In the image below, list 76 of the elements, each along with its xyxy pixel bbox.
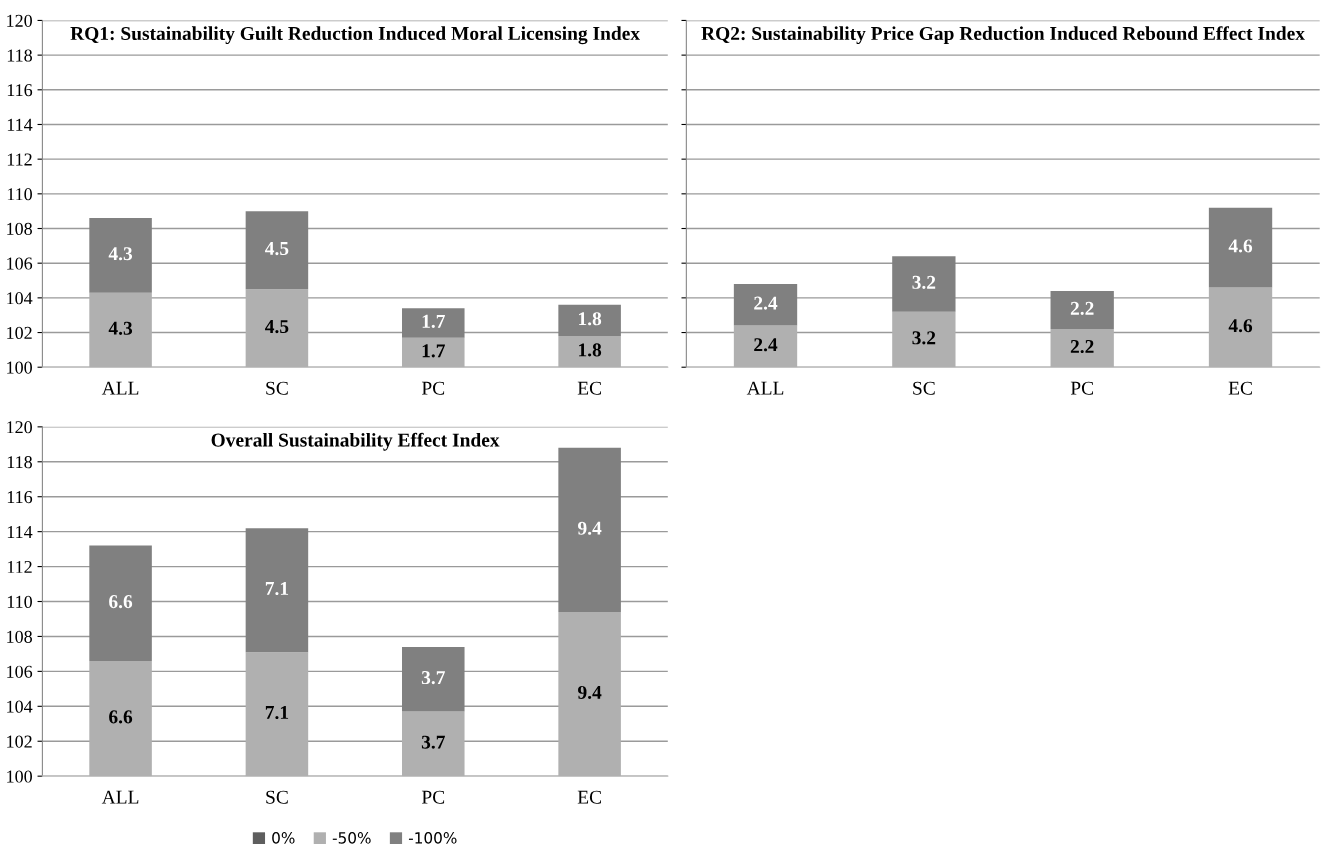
data-label: 6.6	[109, 595, 133, 609]
data-label: 4.5	[265, 242, 289, 256]
x-tick-label: EC	[577, 790, 601, 804]
y-tick-label: 100	[7, 770, 32, 783]
data-label: 4.6	[1228, 319, 1253, 333]
data-label: 2.4	[754, 338, 778, 352]
x-tick-label: ALL	[101, 381, 139, 395]
y-tick-label: 108	[7, 630, 32, 643]
bar	[402, 308, 465, 338]
data-label: 9.4	[578, 521, 602, 535]
y-tick-label: 110	[7, 188, 32, 201]
y-tick-label: 112	[7, 153, 32, 166]
x-tick-label: SC	[266, 381, 288, 395]
data-label: 2.2	[1070, 339, 1094, 354]
chart-title: RQ1: Sustainability Guilt Reduction Induced Moral Licensing Index	[70, 26, 640, 45]
bar	[733, 283, 798, 326]
data-label: 3.2	[912, 331, 936, 345]
data-label: 4.6	[1228, 239, 1253, 253]
y-tick-label: 118	[7, 456, 32, 469]
data-label: 2.2	[1070, 301, 1094, 315]
chart-title: Overall Sustainability Effect Index	[211, 432, 500, 451]
y-tick-label: 102	[7, 326, 32, 339]
y-tick-label: 112	[7, 560, 32, 573]
data-label: 7.1	[265, 706, 289, 720]
y-tick-label: 120	[7, 14, 32, 27]
data-label: 1.7	[422, 314, 445, 328]
data-label: 1.8	[579, 343, 602, 357]
data-label: 3.2	[912, 275, 936, 289]
data-label: 7.1	[265, 582, 289, 596]
y-tick-label: 118	[7, 49, 32, 62]
bar	[558, 447, 621, 612]
bar	[892, 256, 956, 312]
x-tick-label: EC	[1228, 381, 1252, 395]
x-tick-label: ALL	[101, 790, 139, 804]
data-label: 4.3	[108, 247, 133, 261]
bar	[245, 528, 309, 653]
x-tick-label: SC	[913, 381, 935, 395]
y-tick-label: 104	[7, 292, 33, 305]
bar	[1050, 290, 1114, 330]
x-tick-label: EC	[577, 381, 601, 395]
data-label: 4.5	[265, 320, 289, 334]
bar	[558, 304, 621, 336]
bar	[245, 211, 309, 290]
y-tick-label: 116	[7, 491, 33, 504]
legend-label: -50%	[332, 832, 371, 844]
y-tick-label: 114	[7, 118, 33, 131]
y-tick-label: 106	[7, 257, 33, 270]
data-label: 9.4	[578, 685, 602, 700]
x-tick-label: SC	[266, 790, 288, 804]
y-tick-label: 102	[7, 735, 32, 748]
y-tick-label: 106	[7, 665, 33, 678]
y-tick-label: 104	[7, 700, 33, 713]
chart-title: RQ2: Sustainability Price Gap Reduction Induced Rebound Effect Index	[701, 26, 1305, 45]
bar	[89, 545, 152, 661]
data-label: 3.7	[421, 735, 445, 749]
data-label: 4.3	[108, 321, 133, 335]
y-tick-label: 114	[7, 525, 33, 538]
bar	[89, 218, 152, 293]
data-label: 1.7	[422, 344, 445, 358]
x-tick-label: PC	[1070, 381, 1094, 395]
y-tick-label: 100	[7, 361, 32, 374]
legend-label: -100%	[408, 832, 457, 844]
y-tick-label: 110	[7, 595, 32, 608]
data-label: 2.4	[754, 296, 778, 310]
data-label: 3.7	[421, 671, 445, 685]
y-tick-label: 116	[7, 84, 33, 97]
x-tick-label: ALL	[746, 381, 784, 395]
x-tick-label: PC	[421, 381, 445, 395]
bar	[402, 646, 465, 712]
data-label: 1.8	[579, 312, 602, 326]
y-tick-label: 120	[7, 421, 32, 434]
x-tick-label: PC	[421, 790, 445, 804]
bar	[1208, 207, 1273, 288]
legend-label: 0%	[272, 832, 295, 844]
y-tick-label: 108	[7, 222, 32, 235]
data-label: 6.6	[109, 710, 133, 724]
